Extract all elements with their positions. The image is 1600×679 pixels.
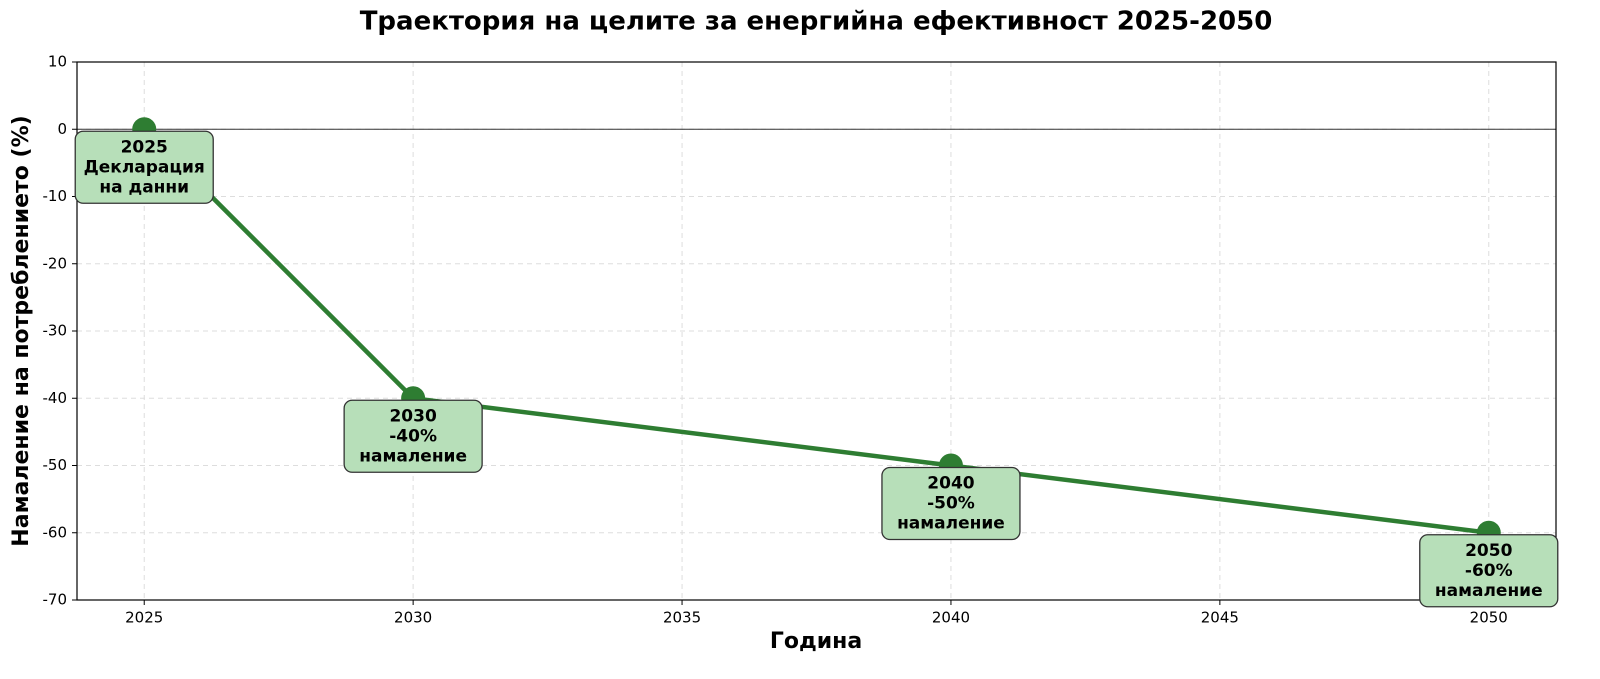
label-text: -60% (1465, 561, 1513, 581)
y-tick-label: -40 (43, 389, 68, 407)
plot-frame (76, 61, 1557, 601)
point-label: 2030-40%намаление (343, 399, 483, 473)
label-text: намаление (359, 446, 467, 466)
label-text: -50% (927, 494, 975, 514)
label-text: 2050 (1465, 541, 1512, 561)
y-tick-label: 10 (48, 53, 67, 71)
x-axis-label: Година (770, 629, 862, 654)
label-text: 2040 (927, 474, 974, 494)
point-label: 2040-50%намаление (881, 466, 1021, 541)
y-tick-label: -60 (43, 523, 68, 541)
y-tick-label: -30 (43, 322, 68, 340)
label-text: на данни (99, 177, 189, 197)
label-text: Декларация (84, 157, 205, 177)
y-tick-label: -20 (43, 254, 68, 272)
point-label: 2050-60%намаление (1419, 534, 1559, 608)
label-box (881, 466, 1021, 541)
chart-title: Траектория на целите за енергийна ефекти… (360, 7, 1273, 37)
y-tick-label: -10 (43, 187, 68, 205)
y-tick-label: -70 (43, 591, 68, 609)
x-tick-label: 2030 (394, 609, 432, 627)
label-text: 2030 (389, 406, 436, 426)
x-tick-label: 2025 (125, 609, 163, 627)
label-text: намаление (1435, 581, 1543, 601)
label-text: 2025 (121, 137, 168, 157)
label-box (74, 130, 214, 204)
label-box (1419, 534, 1559, 608)
y-axis-label: Намаление на потреблението (%) (9, 115, 34, 546)
label-text: намаление (897, 514, 1005, 534)
x-tick-label: 2045 (1201, 609, 1239, 627)
data-line (142, 127, 1490, 535)
x-tick-label: 2035 (663, 609, 701, 627)
y-tick-label: 0 (57, 120, 67, 138)
y-tick-label: -50 (43, 456, 68, 474)
x-tick-label: 2050 (1470, 609, 1508, 627)
x-tick-label: 2040 (932, 609, 970, 627)
label-box (343, 399, 483, 473)
label-text: -40% (389, 426, 437, 446)
